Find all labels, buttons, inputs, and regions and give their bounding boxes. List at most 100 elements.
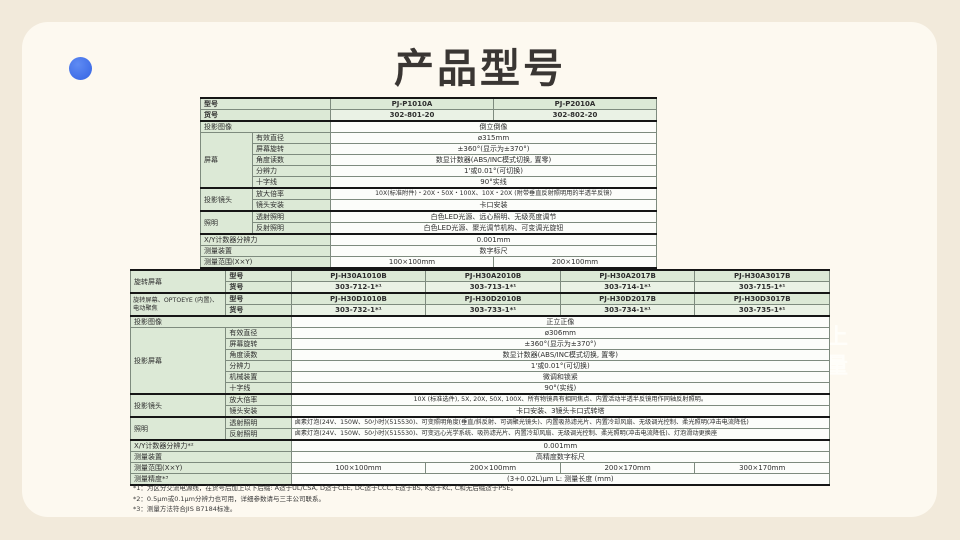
spec-cell: 有效直径 — [225, 327, 292, 339]
spec-row: 型号 PJ-P1010A PJ-P2010A — [200, 97, 657, 110]
spec-row: 角度读数 数显计数器(ABS/INC模式切换, 置零) — [201, 154, 657, 166]
spec-cell: 放大倍率 — [252, 187, 331, 200]
spec-row: 投影图像 倒立倒像 — [200, 120, 657, 133]
footnote-line: *2：0.5μm或0.1μm分辨力也可用，详细参数请与三丰公司联系。 — [133, 494, 325, 503]
spec-cell: 10X (标准选件), 5X, 20X, 50X, 100X、所有物镜具有相同焦… — [290, 393, 831, 406]
spec-cell: 303-732-1*¹ — [290, 304, 427, 317]
spec-row: 角度读数 数显计数器(ABS/INC模式切换, 置零) — [131, 349, 831, 361]
spec-row: 货号 302-801-20 302-802-20 — [200, 109, 657, 122]
spec-cell: 屏幕旋转 — [252, 143, 331, 155]
spec-cell: 卡口安装、3镜头卡口式转塔 — [290, 405, 831, 418]
spec-row: 测量装置 数字标尺 — [200, 245, 657, 257]
spec-cell: 303-734-1*¹ — [559, 304, 696, 317]
spec-row: 反射照明 白色LED光源、聚光调节机构、可变调光旋钮 — [201, 222, 657, 235]
spec-cell: ø315mm — [330, 132, 657, 144]
spec-row: 镜头安装 卡口安装、3镜头卡口式转塔 — [131, 405, 831, 418]
spec-row: 测量范围(X×Y) 100×100mm 200×100mm — [200, 256, 657, 269]
spec-cell: 旋转屏幕、OPTOEYE (内置)、电动聚焦 — [129, 292, 227, 317]
spec-cell: 货号 — [200, 109, 331, 122]
footnote-line: *1：为区分交流电源线，在货号后加上以下后缀: A适于UL/CSA, D适于CE… — [133, 484, 517, 492]
spec-cell: 卤素灯泡(24V、150W、50小时)(515530)、可变远心光学系统、吸热滤… — [290, 428, 831, 441]
spec-cell: PJ-H30A2017B — [559, 269, 696, 282]
spec-row: 分辨力 1'或0.01°(可切换) — [131, 360, 831, 372]
spec-cell: PJ-H30A1010B — [290, 269, 427, 282]
page-title: 产品型号 — [394, 46, 566, 92]
spec-cell: 303-713-1*¹ — [425, 281, 561, 294]
spec-row: 镜头安装 卡口安装 — [201, 199, 657, 212]
spec-row: 屏幕旋转 ±360°(显示为±370°) — [131, 338, 831, 350]
spec-cell: 十字线 — [252, 176, 331, 189]
spec-cell: 卤素灯泡(24V、150W、50小时)(515530)、可变照明角度(垂直/斜反… — [290, 416, 831, 429]
spec-cell: 货号 — [225, 281, 292, 294]
spec-cell: 100×100mm — [330, 256, 494, 269]
spec-cell: 投影图像 — [130, 315, 292, 328]
spec-row: X/Y计数器分辨力*² 0.001mm — [130, 439, 831, 452]
spec-cell: 测量装置 — [130, 451, 292, 463]
spec-cell: 白色LED光源、远心照明、无级亮度调节 — [330, 210, 657, 223]
spec-row: 照明 透射照明 白色LED光源、远心照明、无级亮度调节 — [200, 210, 657, 235]
spec-row: 投影镜头 放大倍率 10X (标准选件), 5X, 20X, 50X, 100X、所… — [129, 393, 831, 418]
spec-cell: PJ-H30A2010B — [425, 269, 561, 282]
spec-cell: 0.001mm — [330, 233, 657, 246]
spec-cell: 1'或0.01°(可切换) — [330, 165, 657, 177]
spec-cell: X/Y计数器分辨力 — [200, 233, 331, 246]
spec-row: 反射照明 卤素灯泡(24V、150W、50小时)(515530)、可变远心光学系统… — [131, 428, 831, 441]
spec-table-pj-h30: 旋转屏幕 型号 PJ-H30A1010B PJ-H30A2010B PJ-H30A201… — [129, 269, 831, 486]
spec-row: 测量范围(X×Y) 100×100mm 200×100mm 200×170mm 300×… — [130, 462, 830, 474]
spec-cell: 投影镜头 — [129, 393, 227, 418]
spec-cell: PJ-P2010A — [493, 97, 657, 110]
spec-cell: 数显计数器(ABS/INC模式切换, 置零) — [330, 154, 657, 166]
spec-cell: 300×170mm — [694, 462, 830, 474]
spec-row: 投影图像 正立正像 — [130, 315, 831, 328]
spec-cell: 分辨力 — [252, 165, 331, 177]
spec-cell: 303-735-1*¹ — [694, 304, 830, 317]
bullet-dot-icon — [69, 57, 92, 80]
spec-cell: 型号 — [225, 269, 292, 282]
spec-cell: PJ-H30D2017B — [559, 292, 696, 305]
spec-row: 旋转屏幕 型号 PJ-H30A1010B PJ-H30A2010B PJ-H30A201… — [129, 269, 830, 294]
spec-cell: PJ-H30D3017B — [694, 292, 830, 305]
spec-row: 货号 303-712-1*¹ 303-713-1*¹ 303-714-1*¹ 303-7… — [131, 281, 830, 294]
spec-row: 十字线 90°(实线) — [131, 382, 831, 395]
spec-cell: 302-802-20 — [493, 109, 657, 122]
spec-cell: 90°实线 — [330, 176, 657, 189]
spec-cell: 卡口安装 — [330, 199, 657, 212]
spec-cell: 倒立倒像 — [330, 120, 657, 133]
spec-cell: 角度读数 — [225, 349, 292, 361]
spec-cell: (3+0.02L)μm L: 测量长度 (mm) — [290, 473, 831, 486]
spec-cell: 有效直径 — [252, 132, 331, 144]
spec-cell: 测量范围(X×Y) — [130, 462, 292, 474]
spec-cell: 屏幕旋转 — [225, 338, 292, 350]
spec-cell: 分辨力 — [225, 360, 292, 372]
spec-row: X/Y计数器分辨力 0.001mm — [200, 233, 657, 246]
spec-cell: 型号 — [200, 97, 331, 110]
spec-cell: 数显计数器(ABS/INC模式切换, 置零) — [290, 349, 831, 361]
spec-cell: ±360°(显示为±370°) — [290, 338, 831, 350]
spec-cell: PJ-H30D1010B — [290, 292, 427, 305]
spec-row: 机械装置 微调和锁紧 — [131, 371, 831, 383]
spec-row: 分辨力 1'或0.01°(可切换) — [201, 165, 657, 177]
spec-cell: 302-801-20 — [330, 109, 494, 122]
spec-cell: 303-733-1*¹ — [425, 304, 561, 317]
spec-cell: 屏幕 — [200, 132, 253, 189]
spec-row: 投影镜头 放大倍率 10X(标准附件)・20X・50X・100X、10X・20X (… — [200, 187, 657, 212]
spec-cell: 303-715-1*¹ — [694, 281, 830, 294]
spec-row: 照明 透射照明 卤素灯泡(24V、150W、50小时)(515530)、可变照明角度… — [129, 416, 831, 441]
spec-row: 测量装置 高精度数字标尺 — [130, 451, 831, 463]
spec-cell: 高精度数字标尺 — [290, 451, 831, 463]
spec-cell: 透射照明 — [252, 210, 331, 223]
spec-cell: 200×100mm — [425, 462, 561, 474]
spec-cell: X/Y计数器分辨力*² — [130, 439, 292, 452]
spec-cell: 303-712-1*¹ — [290, 281, 427, 294]
spec-cell: 200×170mm — [559, 462, 696, 474]
spec-cell: 测量范围(X×Y) — [200, 256, 331, 269]
spec-cell: 测量装置 — [200, 245, 331, 257]
spec-row: 测量精度*³ (3+0.02L)μm L: 测量长度 (mm) — [130, 473, 831, 486]
spec-cell: 反射照明 — [225, 428, 292, 441]
spec-cell: 测量精度*³ — [130, 473, 292, 486]
spec-cell: 照明 — [200, 210, 253, 235]
spec-cell: 投影屏幕 — [129, 327, 227, 395]
spec-cell: 投影图像 — [200, 120, 331, 133]
spec-cell: 透射照明 — [225, 416, 292, 429]
spec-cell: 白色LED光源、聚光调节机构、可变调光旋钮 — [330, 222, 657, 235]
